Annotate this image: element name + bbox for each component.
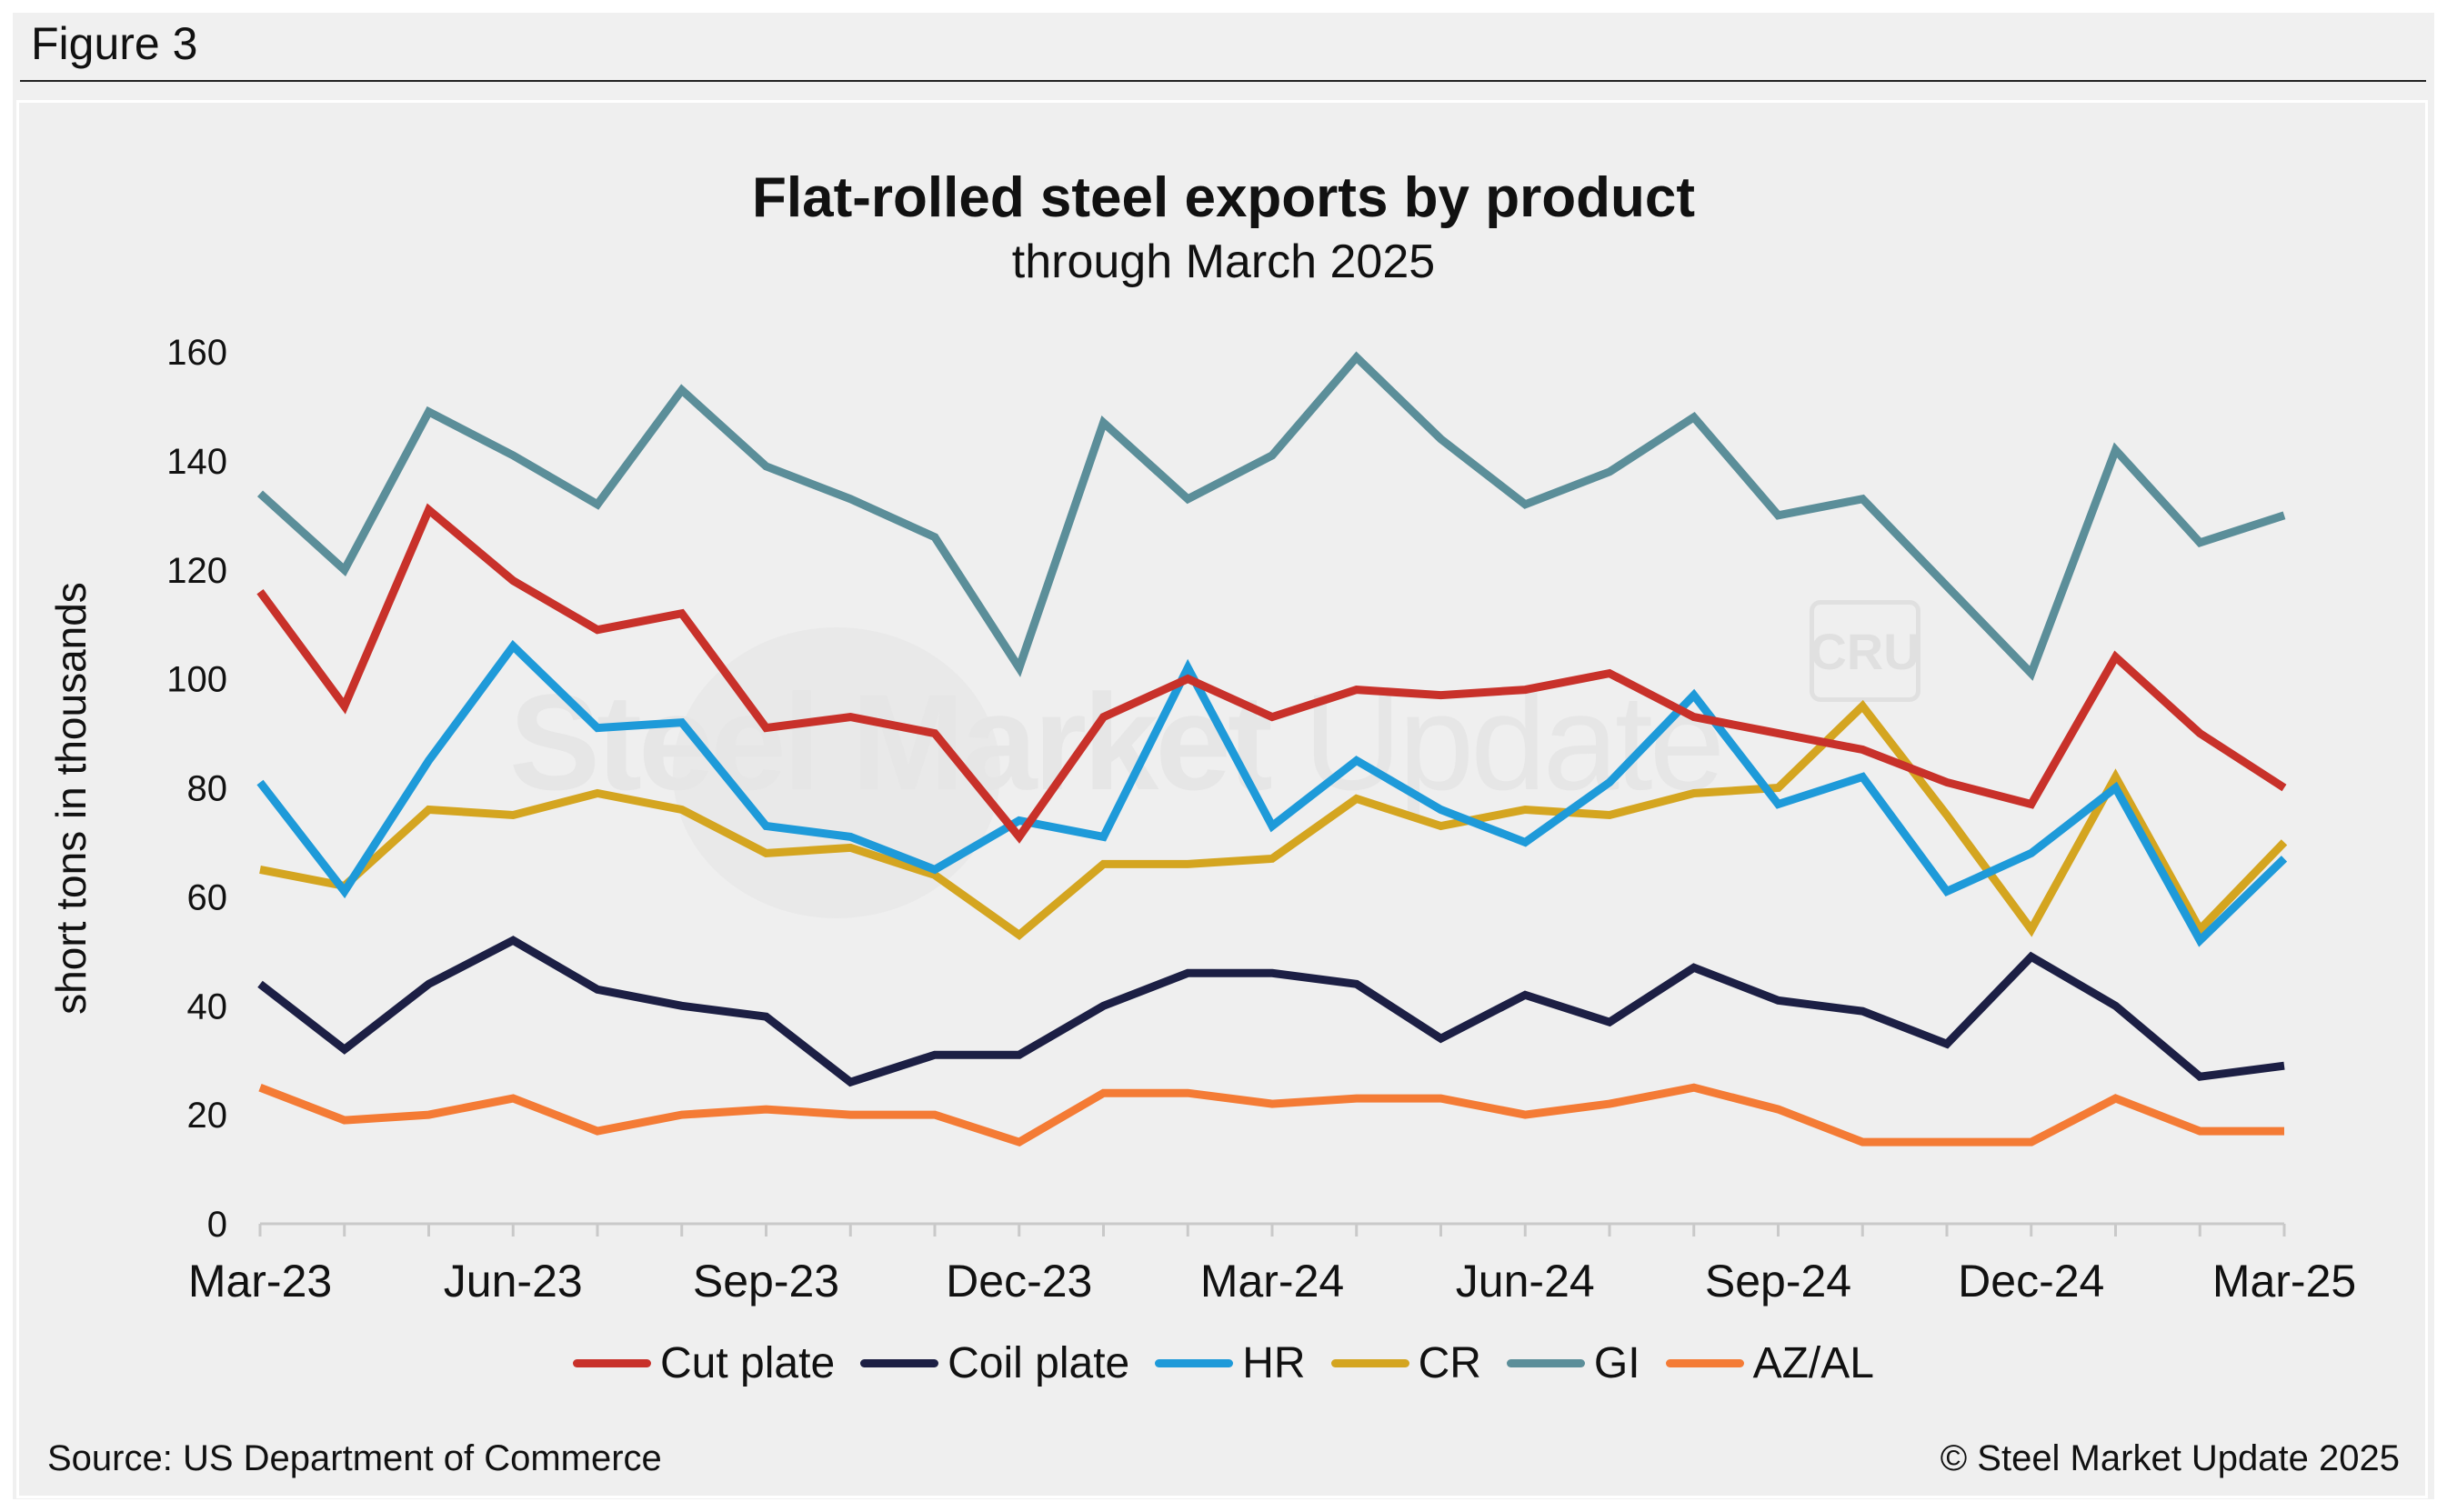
legend-swatch	[573, 1359, 652, 1367]
watermark-bold: Steel Market	[509, 666, 1273, 818]
x-tick-label: Sep-24	[1705, 1256, 1851, 1307]
y-tick-label: 40	[187, 986, 228, 1026]
series-line-gi	[256, 351, 2286, 681]
x-tick-label: Dec-24	[1958, 1256, 2104, 1307]
legend-label: Coil plate	[948, 1339, 1130, 1387]
series-line-hr	[256, 639, 2288, 947]
y-tick-label: 80	[187, 769, 228, 809]
watermark-badge: CRU	[1810, 600, 1920, 702]
y-tick-label: 120	[166, 551, 227, 591]
y-tick-label: 0	[207, 1205, 227, 1245]
copyright-note: © Steel Market Update 2025	[1940, 1438, 2400, 1478]
legend-item: GI	[1506, 1338, 1640, 1388]
legend-swatch	[1506, 1359, 1585, 1367]
legend: Cut plate Coil plate HR CR GI AZ/AL	[0, 1338, 2447, 1388]
legend-item: AZ/AL	[1665, 1338, 1874, 1388]
figure-label: Figure 3	[31, 18, 198, 69]
series-line-az-al	[258, 1083, 2284, 1147]
legend-swatch	[1155, 1359, 1234, 1367]
y-tick-label: 100	[166, 660, 227, 700]
y-tick-label: 160	[166, 333, 227, 373]
y-tick-label: 20	[187, 1096, 228, 1136]
legend-item: Cut plate	[573, 1338, 835, 1388]
legend-swatch	[860, 1359, 939, 1367]
watermark: Steel Market Update	[509, 664, 1725, 821]
x-tick-label: Dec-23	[946, 1256, 1092, 1307]
legend-label: HR	[1242, 1339, 1306, 1387]
x-tick-label: Sep-23	[693, 1256, 839, 1307]
series-line-cr	[259, 699, 2288, 940]
legend-item: CR	[1330, 1338, 1481, 1388]
x-tick-label: Mar-24	[1200, 1256, 1344, 1307]
legend-label: AZ/AL	[1752, 1339, 1874, 1387]
chart-title: Flat-rolled steel exports by product	[752, 166, 1695, 229]
y-tick-label: 60	[187, 877, 228, 917]
x-tick-label: Mar-25	[2212, 1256, 2356, 1307]
legend-item: Coil plate	[860, 1338, 1129, 1388]
legend-swatch	[1665, 1359, 1744, 1367]
series-line-coil-plate	[257, 936, 2285, 1087]
source-note: Source: US Department of Commerce	[47, 1438, 662, 1478]
legend-swatch	[1330, 1359, 1409, 1367]
legend-label: GI	[1593, 1339, 1640, 1387]
x-tick-label: Jun-23	[444, 1256, 583, 1307]
legend-label: Cut plate	[660, 1339, 836, 1387]
legend-item: HR	[1155, 1338, 1306, 1388]
legend-label: CR	[1418, 1339, 1481, 1387]
y-tick-label: 140	[166, 442, 227, 482]
series-line-cut-plate	[256, 503, 2287, 844]
x-tick-label: Mar-23	[188, 1256, 332, 1307]
x-tick-label: Jun-24	[1456, 1256, 1595, 1307]
chart-subtitle: through March 2025	[1011, 235, 1436, 288]
figure-rule	[20, 80, 2426, 82]
